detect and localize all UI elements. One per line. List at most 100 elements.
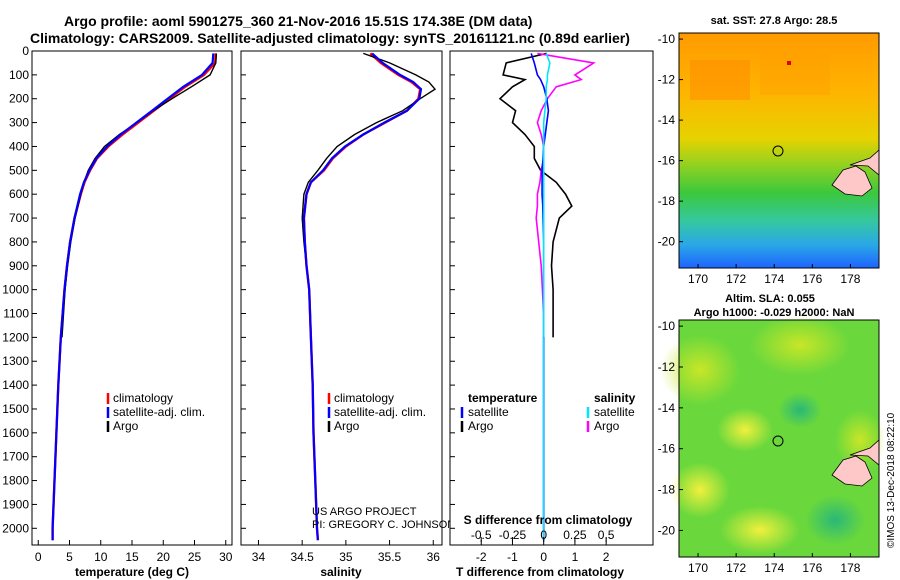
- sla-blob-1: [660, 335, 740, 405]
- diff-S-xtick-label: -0.5: [471, 528, 492, 542]
- depth-tick-label: 1500: [2, 402, 29, 416]
- salinity-panel: 34 34.5 35 35.5 36 salinity climatology sate…: [240, 50, 455, 579]
- temperature-axes: [31, 50, 233, 546]
- title-line-2: Climatology: CARS2009. Satellite-adjuste…: [30, 30, 630, 46]
- legend-argo-label: Argo: [113, 419, 139, 433]
- sla-map-panel: Altim. SLA: 0.055 Argo h1000: -0.029 h20…: [658, 293, 885, 575]
- sal-xtick-label: 36: [427, 550, 441, 564]
- sla-argo-marker: [772, 435, 784, 447]
- map-xtick-label: 172: [726, 272, 746, 286]
- map-ytick-label: -14: [658, 401, 676, 415]
- temperature-panel: 0 5 10 15 20 25 30 0 100 200 300 400 500 600 700 800 90…: [2, 44, 232, 579]
- map-ytick-label: -10: [658, 319, 676, 333]
- map-ytick-label: -14: [658, 113, 676, 127]
- depth-tick-label: 2000: [2, 521, 29, 535]
- legend-clim-label-2: climatology: [334, 391, 394, 405]
- map-ytick-label: -12: [658, 73, 676, 87]
- map-ytick-label: -18: [658, 483, 676, 497]
- temperature-legend: climatology satellite-adj. clim. Argo: [106, 391, 205, 433]
- sal-xtick-label: 35: [339, 550, 353, 564]
- depth-tick-label: 700: [9, 211, 29, 225]
- depth-tick-label: 1600: [2, 426, 29, 440]
- legend-tsat-label: satellite: [468, 405, 509, 419]
- diff-S-sat-line: [542, 53, 551, 338]
- map-xtick-label: 176: [802, 272, 822, 286]
- sla-blob-4: [670, 462, 730, 518]
- map-xtick-label: 178: [840, 561, 860, 575]
- depth-tick-label: 0: [22, 44, 29, 58]
- legend-ssat-label: satellite: [594, 405, 635, 419]
- difference-xlabel-S: S difference from climatology: [464, 513, 633, 527]
- diff-S-xtick-label: 0.5: [598, 528, 615, 542]
- map-xtick-label: 176: [802, 561, 822, 575]
- title-line-1: Argo profile: aoml 5901275_360 21-Nov-20…: [64, 13, 532, 29]
- temp-xtick-label: 0: [35, 550, 42, 564]
- map-xtick-label: 170: [688, 561, 708, 575]
- diff-S-xtick-label: 0: [540, 528, 547, 542]
- sal-xtick-label: 34.5: [290, 550, 314, 564]
- sst-map-title: sat. SST: 27.8 Argo: 28.5: [711, 15, 838, 27]
- depth-tick-label: 1400: [2, 378, 29, 392]
- diff-T-argo-line: [498, 52, 573, 338]
- temp-xtick-label: 15: [125, 550, 139, 564]
- depth-tick-label: 500: [9, 163, 29, 177]
- sal-sat-line: [302, 52, 423, 541]
- temp-xtick-label: 25: [188, 550, 202, 564]
- sla-map-title-2: Argo h1000: -0.029 h2000: NaN: [694, 307, 855, 319]
- temp-xtick-label: 20: [157, 550, 171, 564]
- legend-clim-label: climatology: [113, 391, 173, 405]
- depth-tick-label: 1100: [3, 307, 29, 321]
- depth-tick-label: 200: [9, 92, 29, 106]
- depth-tick-label: 300: [9, 116, 29, 130]
- map-xtick-label: 174: [764, 561, 784, 575]
- depth-tick-label: 1700: [2, 450, 29, 464]
- map-ytick-label: -18: [658, 194, 676, 208]
- legend-sat-label: satellite-adj. clim.: [113, 405, 205, 419]
- map-xtick-label: 170: [688, 272, 708, 286]
- sal-xtick-label: 34: [252, 550, 266, 564]
- sst-warm-patch: [690, 60, 750, 100]
- diff-T-xtick-label: 2: [603, 550, 610, 564]
- sst-warm-patch-2: [760, 50, 830, 95]
- map-ytick-label: -16: [658, 442, 676, 456]
- sst-map-panel: sat. SST: 27.8 Argo: 28.5 170 172 174 176 17…: [658, 15, 880, 286]
- map-ytick-label: -16: [658, 154, 676, 168]
- salinity-axes: [240, 50, 443, 546]
- diff-T-xtick-label: 0: [540, 550, 547, 564]
- credit-line-1: US ARGO PROJECT: [312, 506, 417, 518]
- diff-T-xtick-label: -1: [507, 550, 518, 564]
- temp-xtick-label: 5: [66, 550, 73, 564]
- sla-island: [831, 455, 873, 487]
- map-ytick-label: -20: [658, 235, 676, 249]
- temperature-xlabel: temperature (deg C): [75, 565, 189, 579]
- sla-map-frame: [678, 319, 880, 558]
- depth-tick-label: 1900: [2, 497, 29, 511]
- sla-map-title-1: Altim. SLA: 0.055: [725, 293, 815, 305]
- credit-line-2: PI: GREGORY C. JOHNSON: [312, 519, 455, 531]
- sla-blob-3: [717, 408, 773, 452]
- salinity-legend: climatology satellite-adj. clim. Argo: [327, 391, 426, 433]
- legend-sal-title: salinity: [594, 391, 636, 405]
- legend-temp-title: temperature: [468, 391, 538, 405]
- temp-xtick-label: 10: [94, 550, 108, 564]
- legend-sat-label-2: satellite-adj. clim.: [334, 405, 426, 419]
- map-xtick-label: 172: [726, 561, 746, 575]
- sla-blob-2: [750, 315, 850, 375]
- sla-blob-5: [778, 392, 822, 428]
- sst-argo-marker: [772, 145, 784, 157]
- sal-xtick-label: 35.5: [378, 550, 402, 564]
- diff-T-xtick-label: 1: [572, 550, 579, 564]
- depth-tick-label: 1200: [2, 330, 29, 344]
- depth-tick-label: 1000: [2, 283, 29, 297]
- diff-S-xtick-label: -0.25: [499, 528, 527, 542]
- depth-tick-label: 600: [9, 187, 29, 201]
- depth-tick-label: 1800: [2, 474, 29, 488]
- map-xtick-label: 178: [840, 272, 860, 286]
- depth-tick-label: 1300: [2, 354, 29, 368]
- sst-red-pixel: [787, 61, 791, 65]
- depth-tick-label: 900: [9, 259, 29, 273]
- map-ytick-label: -12: [658, 360, 676, 374]
- diff-T-xtick-label: -2: [476, 550, 487, 564]
- salinity-xlabel: salinity: [320, 565, 362, 579]
- difference-panel: -2 -1 0 1 2 -0.5 -0.25 0 0.25 0.5 T difference f…: [449, 50, 654, 579]
